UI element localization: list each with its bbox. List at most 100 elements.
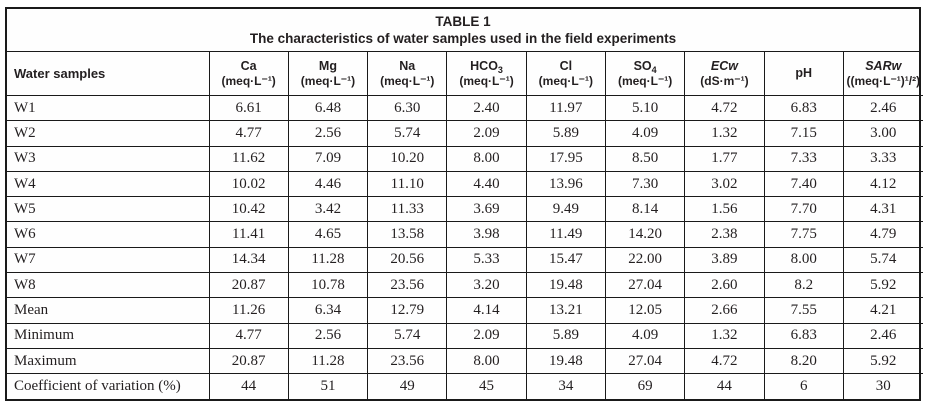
row-label: W6 [7,221,210,248]
cell-value: 11.33 [367,196,448,223]
cell-value: 4.21 [842,297,923,324]
cell-value: 9.49 [525,196,606,223]
cell-value: 23.56 [367,272,448,299]
cell-value: 2.09 [446,322,527,349]
cell-value: 7.15 [763,120,844,147]
cell-value: 13.96 [525,170,606,198]
water-samples-table: Water samples Ca (meq·L⁻¹) Mg (meq·L⁻¹) … [7,52,923,399]
cell-value: 11.41 [208,221,289,248]
column-header-sarw: SARw ((meq·L⁻¹)¹/²) [842,52,923,96]
cell-value: 2.60 [684,272,765,299]
cell-value: 19.48 [525,272,606,299]
cell-value: 69 [604,373,686,399]
column-header-ph: pH [763,52,844,96]
cell-value: 3.69 [446,196,527,223]
cell-value: 44 [684,373,765,399]
cell-value: 4.72 [684,347,765,375]
cell-value: 2.46 [842,94,923,122]
cell-value: 3.00 [842,120,923,147]
cell-value: 2.46 [842,322,923,349]
table-row: W8 20.87 10.78 23.56 3.20 19.48 27.04 2.60 8.2 5.… [7,272,923,299]
column-header-na: Na (meq·L⁻¹) [367,52,448,96]
cell-value: 11.49 [525,221,606,248]
cell-value: 8.00 [446,347,527,375]
table-caption: TABLE 1 The characteristics of water sam… [7,9,919,52]
row-label: Minimum [7,322,210,349]
cell-value: 5.92 [842,272,923,299]
cell-value: 5.74 [367,120,448,147]
cell-value: 11.26 [208,297,289,324]
cell-value: 27.04 [604,272,686,299]
cell-value: 6.30 [367,94,448,122]
cell-value: 8.2 [763,272,844,299]
cell-value: 49 [367,373,448,399]
cell-value: 11.97 [525,94,606,122]
row-label: W4 [7,170,210,198]
table-row: W5 10.42 3.42 11.33 3.69 9.49 8.14 1.56 7.70 4.31 [7,196,923,223]
cell-value: 8.00 [763,246,844,274]
cell-value: 4.12 [842,170,923,198]
cell-value: 3.33 [842,145,923,172]
cell-value: 6.83 [763,94,844,122]
cell-value: 14.34 [208,246,289,274]
cell-value: 5.10 [604,94,686,122]
cell-value: 1.32 [684,322,765,349]
column-header-hco3: HCO3 (meq·L⁻¹) [446,52,527,96]
column-header-so4: SO4 (meq·L⁻¹) [604,52,686,96]
cell-value: 12.79 [367,297,448,324]
cell-value: 4.77 [208,322,289,349]
cell-value: 51 [287,373,369,399]
cell-value: 20.87 [208,347,289,375]
row-label: W2 [7,120,210,147]
table-body: W1 6.61 6.48 6.30 2.40 11.97 5.10 4.72 6.83 2.46 W… [7,94,923,399]
cell-value: 14.20 [604,221,686,248]
cell-value: 7.09 [287,145,369,172]
table-row: Minimum 4.77 2.56 5.74 2.09 5.89 4.09 1.32 6.83 2… [7,322,923,349]
row-label: Coefficient of variation (%) [7,373,210,399]
cell-value: 8.00 [446,145,527,172]
cell-value: 1.77 [684,145,765,172]
cell-value: 4.77 [208,120,289,147]
row-label: W5 [7,196,210,223]
row-label: Mean [7,297,210,324]
table-row: Mean 11.26 6.34 12.79 4.14 13.21 12.05 2.66 7.55… [7,297,923,324]
cell-value: 4.40 [446,170,527,198]
cell-value: 6 [763,373,844,399]
cell-value: 3.89 [684,246,765,274]
cell-value: 7.75 [763,221,844,248]
cell-value: 17.95 [525,145,606,172]
cell-value: 11.28 [287,347,369,375]
cell-value: 5.74 [842,246,923,274]
table-row: W7 14.34 11.28 20.56 5.33 15.47 22.00 3.89 8.00 5… [7,246,923,274]
cell-value: 13.21 [525,297,606,324]
cell-value: 23.56 [367,347,448,375]
header-row: Water samples Ca (meq·L⁻¹) Mg (meq·L⁻¹) … [7,52,923,96]
row-label: W3 [7,145,210,172]
cell-value: 4.31 [842,196,923,223]
row-label: W7 [7,246,210,274]
row-label: W8 [7,272,210,299]
cell-value: 3.02 [684,170,765,198]
cell-value: 4.46 [287,170,369,198]
cell-value: 7.55 [763,297,844,324]
cell-value: 20.87 [208,272,289,299]
cell-value: 5.74 [367,322,448,349]
table-title: The characteristics of water samples use… [249,31,677,46]
cell-value: 7.70 [763,196,844,223]
cell-value: 4.79 [842,221,923,248]
table-number: TABLE 1 [435,14,491,29]
cell-value: 4.72 [684,94,765,122]
cell-value: 11.28 [287,246,369,274]
cell-value: 4.09 [604,120,686,147]
cell-value: 2.09 [446,120,527,147]
cell-value: 44 [208,373,289,399]
cell-value: 6.61 [208,94,289,122]
cell-value: 11.62 [208,145,289,172]
cell-value: 2.40 [446,94,527,122]
cell-value: 2.38 [684,221,765,248]
cell-value: 2.66 [684,297,765,324]
cell-value: 10.20 [367,145,448,172]
cell-value: 30 [842,373,923,399]
table-row: W4 10.02 4.46 11.10 4.40 13.96 7.30 3.02 7.40 4.1… [7,170,923,198]
